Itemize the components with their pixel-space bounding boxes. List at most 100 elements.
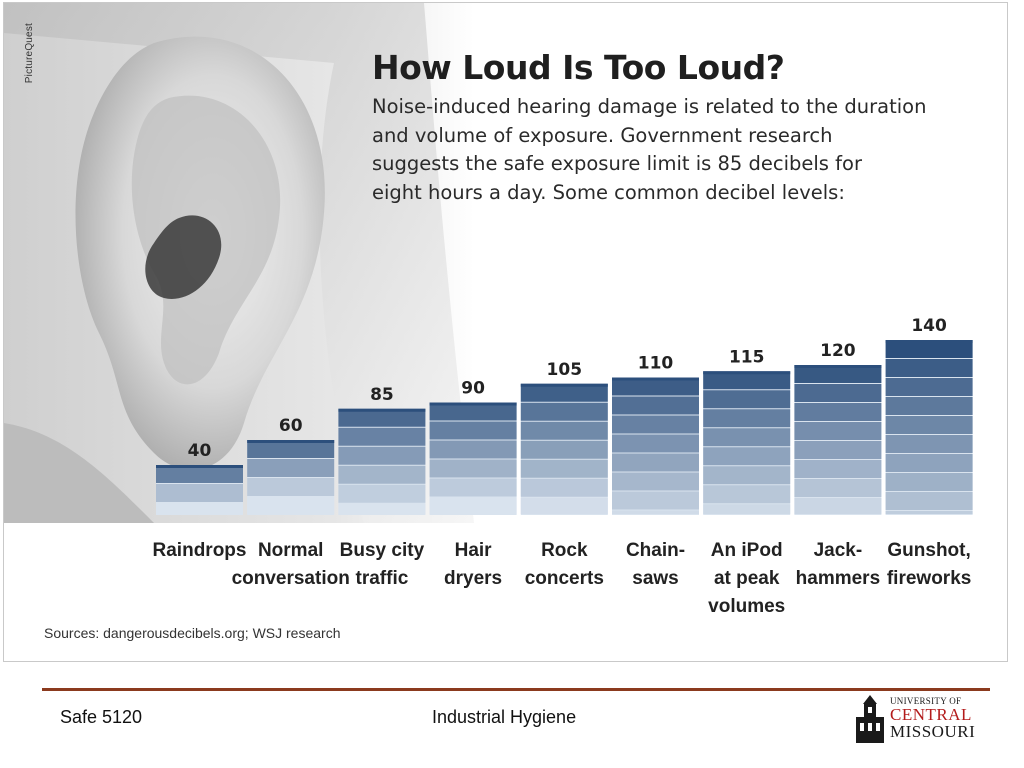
category-label: dryers bbox=[444, 568, 502, 589]
bar-band bbox=[247, 497, 335, 514]
bar-band bbox=[885, 340, 973, 358]
bar-value-label: 85 bbox=[370, 385, 394, 405]
category-label: An iPod bbox=[711, 540, 783, 561]
bar-top-edge bbox=[338, 408, 426, 412]
chart-title: How Loud Is Too Loud? bbox=[372, 48, 785, 87]
bar-band bbox=[612, 453, 699, 472]
category-label: Rock bbox=[541, 540, 588, 561]
bar-band bbox=[429, 497, 517, 514]
bar-band bbox=[520, 440, 608, 459]
category-label: conversation bbox=[232, 568, 350, 589]
bar-band bbox=[429, 478, 517, 497]
bar-band bbox=[794, 479, 882, 497]
bar-band bbox=[156, 503, 243, 514]
chart-description: Noise-induced hearing damage is related … bbox=[372, 93, 992, 207]
bar-band bbox=[885, 397, 973, 415]
bar-band bbox=[794, 384, 882, 402]
chart-sources: Sources: dangerousdecibels.org; WSJ rese… bbox=[44, 625, 341, 641]
tower-icon bbox=[856, 695, 884, 743]
bar-band bbox=[612, 472, 699, 491]
bar-top-edge bbox=[885, 340, 973, 343]
bar-band bbox=[612, 434, 699, 453]
category-label: hammers bbox=[796, 568, 881, 589]
bar-band bbox=[794, 403, 882, 421]
category-label: concerts bbox=[525, 568, 604, 589]
logo-line-2: CENTRAL bbox=[890, 705, 972, 724]
bar-band bbox=[429, 421, 517, 440]
bar-top-edge bbox=[520, 383, 608, 387]
bar-top-edge bbox=[156, 465, 243, 468]
bar-value-label: 120 bbox=[820, 341, 856, 361]
bar-value-label: 90 bbox=[461, 379, 485, 399]
category-label: Jack- bbox=[814, 540, 863, 561]
bar-band bbox=[247, 440, 335, 458]
bar-band bbox=[520, 421, 608, 440]
bar-band bbox=[885, 511, 973, 514]
bar-value-label: 140 bbox=[911, 316, 947, 336]
bar-band bbox=[156, 465, 243, 483]
bar-band bbox=[885, 416, 973, 434]
bar-band bbox=[794, 441, 882, 459]
category-label: Normal bbox=[258, 540, 323, 561]
bar-band bbox=[338, 446, 426, 465]
bar-band bbox=[612, 396, 699, 415]
infographic: PictureQuest How Loud Is Too Loud? Noise… bbox=[3, 2, 1008, 662]
bar-band bbox=[885, 454, 973, 472]
bar-top-edge bbox=[794, 365, 882, 368]
bar-band bbox=[429, 440, 517, 459]
bar-band bbox=[338, 484, 426, 503]
footer-course: Safe 5120 bbox=[60, 707, 143, 727]
bar-band bbox=[247, 459, 335, 477]
bar-band bbox=[612, 491, 699, 510]
category-label: traffic bbox=[356, 568, 409, 589]
logo-line-3: MISSOURI bbox=[890, 722, 976, 741]
bar-band bbox=[794, 422, 882, 440]
description-line: suggests the safe exposure limit is 85 d… bbox=[372, 152, 862, 175]
bar-band bbox=[885, 492, 973, 510]
bar-band bbox=[885, 378, 973, 396]
bar-value-label: 60 bbox=[279, 416, 303, 436]
footer-divider bbox=[42, 688, 990, 691]
bar-value-label: 40 bbox=[188, 441, 212, 461]
bar-band bbox=[703, 466, 791, 485]
bar-band bbox=[703, 504, 791, 514]
category-label: Raindrops bbox=[153, 540, 247, 561]
bar-band bbox=[156, 484, 243, 502]
category-label: Busy city bbox=[340, 540, 425, 561]
bar-band bbox=[703, 371, 791, 390]
bar-value-label: 105 bbox=[547, 360, 583, 380]
category-label: fireworks bbox=[887, 568, 971, 589]
category-label: Chain- bbox=[626, 540, 685, 561]
description-line: Noise-induced hearing damage is related … bbox=[372, 95, 927, 118]
bar-band bbox=[520, 402, 608, 421]
bar-band bbox=[520, 459, 608, 478]
bar-band bbox=[338, 408, 426, 427]
bar-band bbox=[794, 498, 882, 514]
bar-band bbox=[885, 473, 973, 491]
category-label: volumes bbox=[708, 596, 785, 617]
bar-band bbox=[885, 435, 973, 453]
bar-band bbox=[794, 365, 882, 383]
bar-band bbox=[429, 459, 517, 478]
bar-band bbox=[794, 460, 882, 478]
bar-top-edge bbox=[429, 402, 517, 406]
bar-top-edge bbox=[247, 440, 335, 443]
university-logo: UNIVERSITY OF CENTRAL MISSOURI bbox=[852, 693, 976, 745]
logo-wordmark: UNIVERSITY OF CENTRAL MISSOURI bbox=[890, 696, 976, 741]
description-line: and volume of exposure. Government resea… bbox=[372, 123, 833, 147]
bar-band bbox=[520, 497, 608, 514]
bar-value-label: 115 bbox=[729, 347, 765, 367]
bar-band bbox=[703, 485, 791, 504]
bar-band bbox=[338, 503, 426, 514]
bar-band bbox=[612, 510, 699, 514]
bar-band bbox=[885, 359, 973, 377]
bar-value-label: 110 bbox=[638, 354, 674, 374]
footer-subject: Industrial Hygiene bbox=[432, 707, 577, 727]
logo-line-1: UNIVERSITY OF bbox=[890, 696, 962, 706]
bar-band bbox=[703, 409, 791, 428]
bar-band bbox=[520, 478, 608, 497]
category-label: saws bbox=[632, 568, 678, 589]
bar-band bbox=[520, 383, 608, 402]
category-label: Gunshot, bbox=[887, 540, 970, 561]
ear-photo bbox=[4, 3, 474, 523]
